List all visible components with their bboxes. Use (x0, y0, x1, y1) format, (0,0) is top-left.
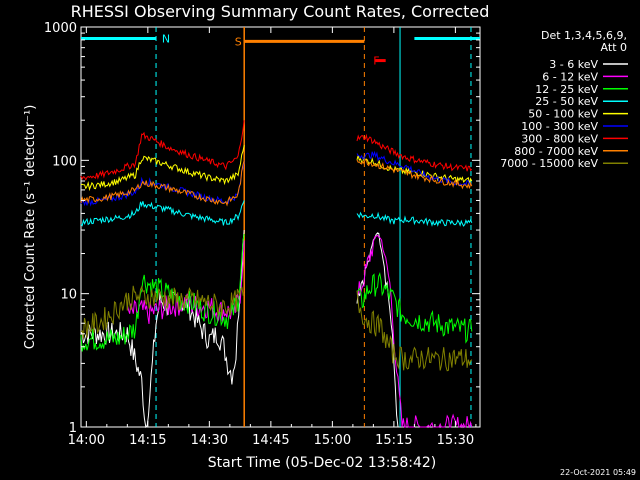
series-group (80, 120, 473, 429)
observing-markers: N S F (81, 27, 480, 427)
legend-label: 100 - 300 keV (521, 120, 598, 133)
y-tick-label: 10 (60, 288, 77, 303)
y-tick-label: 1000 (44, 21, 77, 36)
legend-label: 800 - 7000 keV (514, 145, 598, 158)
legend-label: 6 - 12 keV (542, 70, 598, 83)
series-line-4 (80, 200, 473, 227)
y-tick-label: 100 (52, 154, 77, 169)
plot-frame (80, 26, 481, 428)
legend-label: 25 - 50 keV (535, 95, 598, 108)
series-line-5 (80, 145, 473, 192)
axes: 14:00 14:15 14:30 14:45 15:00 15:15 15:30 1 10 10… (44, 21, 480, 448)
legend-header: Att 0 (601, 41, 627, 54)
chart-title: RHESSI Observing Summary Count Rates, Co… (71, 2, 490, 21)
generated-timestamp: 22-Oct-2021 05:49 (560, 468, 636, 477)
legend-label: 3 - 6 keV (549, 58, 598, 71)
legend-label: 300 - 800 keV (521, 132, 598, 145)
marker-label-N: N (162, 32, 170, 45)
x-tick-label: 15:15 (375, 433, 412, 448)
series-line-8 (80, 158, 473, 207)
series-line-7 (80, 120, 473, 181)
x-tick-label: 14:45 (252, 433, 289, 448)
y-axis-label: Corrected Count Rate (s⁻¹ detector⁻¹) (23, 105, 38, 350)
legend-label: 7000 - 15000 keV (500, 157, 598, 170)
x-axis-label: Start Time (05-Dec-02 13:58:42) (208, 455, 436, 471)
x-tick-label: 14:00 (68, 433, 105, 448)
marker-label-F: F (373, 55, 379, 68)
x-tick-label: 14:15 (129, 433, 166, 448)
x-tick-label: 14:30 (191, 433, 228, 448)
series-line-1 (80, 230, 399, 429)
series-line-3 (80, 233, 473, 352)
legend-header: Det 1,3,4,5,6,9, (541, 29, 627, 42)
series-line-6 (80, 150, 473, 207)
x-tick-label: 15:00 (314, 433, 351, 448)
legend-label: 12 - 25 keV (535, 83, 598, 96)
x-tick-label: 15:30 (437, 433, 474, 448)
marker-label-S: S (235, 35, 242, 48)
series-line-9 (80, 285, 473, 372)
series-line-2 (126, 234, 473, 429)
y-tick-label: 1 (69, 421, 77, 436)
legend-label: 50 - 100 keV (528, 108, 598, 121)
